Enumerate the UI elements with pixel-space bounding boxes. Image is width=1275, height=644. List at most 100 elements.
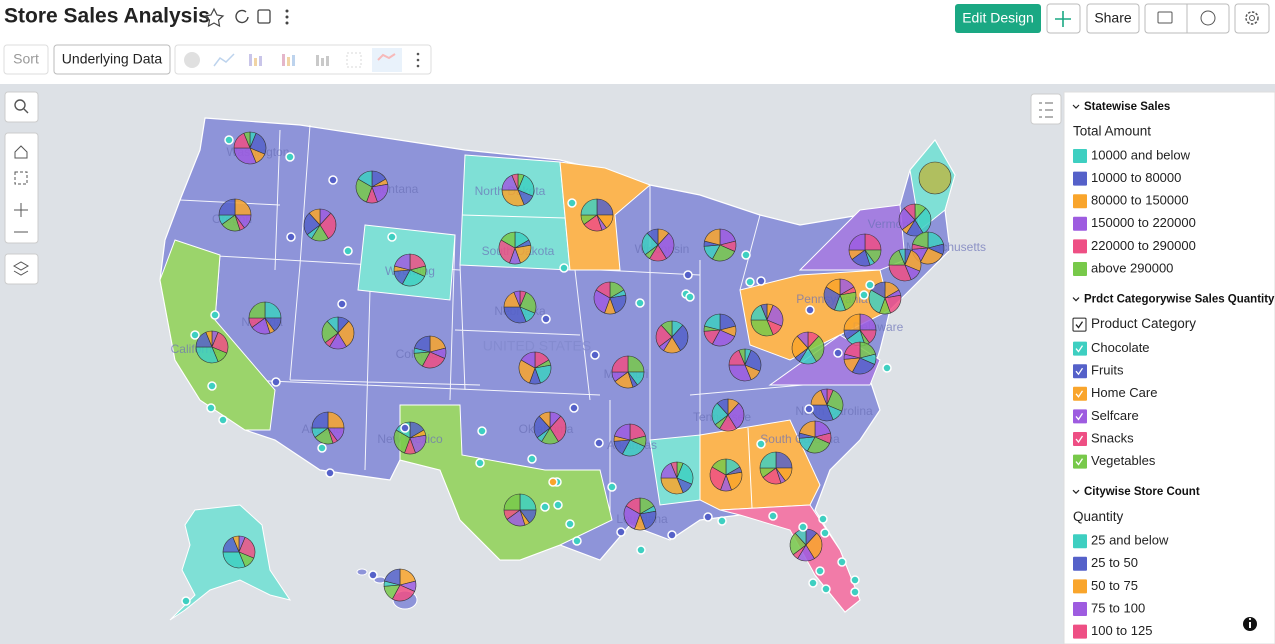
city-dot[interactable] [683, 270, 693, 280]
pie-marker[interactable] [791, 331, 825, 365]
city-dot[interactable] [804, 404, 814, 414]
legend-item[interactable]: 100 to 125 [1091, 623, 1152, 638]
city-dot[interactable] [616, 527, 626, 537]
pie-marker[interactable] [195, 330, 229, 364]
pie-marker[interactable] [655, 320, 689, 354]
underlying-data-button[interactable] [53, 44, 171, 75]
section-heading[interactable]: Citywise Store Count [1084, 486, 1200, 498]
city-dot[interactable] [540, 502, 550, 512]
legend-item[interactable]: Snacks [1091, 430, 1134, 445]
legend-item[interactable]: Selfcare [1091, 408, 1139, 423]
legend-swatch[interactable] [1073, 556, 1087, 571]
pie-marker[interactable] [703, 228, 737, 262]
city-dot[interactable] [206, 403, 216, 413]
city-dot[interactable] [815, 566, 825, 576]
pie-marker[interactable] [789, 528, 823, 562]
city-dot[interactable] [859, 290, 869, 300]
pie-marker[interactable] [798, 420, 832, 454]
pie-marker[interactable] [623, 497, 657, 531]
toolbar-more[interactable] [416, 52, 420, 68]
pie-marker[interactable] [848, 233, 882, 267]
city-dot[interactable] [756, 276, 766, 286]
pie-marker[interactable] [222, 535, 256, 569]
city-dot[interactable] [572, 536, 582, 546]
legend-item[interactable]: 25 and below [1091, 533, 1169, 548]
city-dot[interactable] [850, 587, 860, 597]
legend-toggle[interactable] [1030, 93, 1062, 125]
city-dot[interactable] [703, 512, 713, 522]
section-heading[interactable]: Prdct Categorywise Sales Quantity [1084, 294, 1275, 306]
pie-marker[interactable] [580, 198, 614, 232]
legend-item[interactable]: 80000 to 150000 [1091, 193, 1189, 208]
city-dot[interactable] [337, 299, 347, 309]
city-dot[interactable] [667, 530, 677, 540]
pie-marker[interactable] [843, 341, 877, 375]
city-dot[interactable] [798, 522, 808, 532]
city-dot[interactable] [285, 152, 295, 162]
pie-marker[interactable] [660, 461, 694, 495]
pie-marker[interactable] [613, 423, 647, 457]
city-dot[interactable] [328, 175, 338, 185]
city-dot[interactable] [636, 545, 646, 555]
settings-button[interactable] [1234, 3, 1270, 34]
checkbox[interactable] [1072, 317, 1087, 332]
city-dot[interactable] [181, 596, 191, 606]
pie-marker[interactable] [759, 451, 793, 485]
city-dot[interactable] [541, 314, 551, 324]
legend-item[interactable]: 25 to 50 [1091, 555, 1138, 570]
city-dot[interactable] [850, 575, 860, 585]
city-dot[interactable] [594, 438, 604, 448]
chart-type-switcher[interactable] [174, 44, 432, 75]
city-dot[interactable] [553, 500, 563, 510]
pie-marker[interactable] [728, 348, 762, 382]
share-button[interactable] [1086, 3, 1140, 34]
city-dot[interactable] [400, 423, 410, 433]
state-texas[interactable] [399, 404, 613, 561]
pie-marker[interactable] [641, 228, 675, 262]
city-dot[interactable] [590, 350, 600, 360]
pie-marker[interactable] [503, 493, 537, 527]
city-dot[interactable] [565, 519, 575, 529]
city-dot[interactable] [882, 363, 892, 373]
pie-marker[interactable] [501, 173, 535, 207]
city-dot[interactable] [559, 263, 569, 273]
pie-marker[interactable] [218, 198, 252, 232]
legend-swatch[interactable] [1073, 239, 1087, 254]
city-dot[interactable] [190, 330, 200, 340]
save-icon[interactable] [257, 9, 271, 24]
legend-item[interactable]: 50 to 75 [1091, 578, 1138, 593]
city-dot[interactable] [210, 310, 220, 320]
pie-marker[interactable] [750, 303, 784, 337]
city-dot[interactable] [224, 135, 234, 145]
legend-swatch[interactable] [1073, 624, 1087, 639]
zoom-in-button[interactable] [14, 203, 28, 217]
legend-item[interactable]: above 290000 [1091, 260, 1173, 275]
legend-item[interactable]: Fruits [1091, 363, 1124, 378]
pie-marker[interactable] [533, 411, 567, 445]
city-dot[interactable] [325, 468, 335, 478]
more-icon[interactable] [285, 9, 289, 25]
legend-item[interactable]: Home Care [1091, 385, 1157, 400]
pie-marker[interactable] [918, 161, 952, 195]
legend-item[interactable]: Vegetables [1091, 453, 1156, 468]
legend-item[interactable]: 150000 to 220000 [1091, 215, 1196, 230]
city-dot[interactable] [475, 458, 485, 468]
city-dot[interactable] [286, 232, 296, 242]
city-dot[interactable] [768, 511, 778, 521]
pie-marker[interactable] [518, 351, 552, 385]
city-dot[interactable] [477, 426, 487, 436]
favorite-icon[interactable] [203, 7, 225, 28]
legend-swatch[interactable] [1073, 171, 1087, 186]
home-button[interactable] [14, 145, 28, 159]
pie-marker[interactable] [898, 203, 932, 237]
alarm-icon[interactable] [1200, 10, 1216, 26]
section-heading[interactable]: Statewise Sales [1084, 101, 1170, 113]
city-dot[interactable] [527, 454, 537, 464]
legend-swatch[interactable] [1073, 216, 1087, 231]
city-dot[interactable] [569, 403, 579, 413]
city-dot[interactable] [218, 415, 228, 425]
pie-marker[interactable] [355, 170, 389, 204]
pie-marker[interactable] [711, 398, 745, 432]
city-dot[interactable] [837, 557, 847, 567]
pie-marker[interactable] [413, 335, 447, 369]
